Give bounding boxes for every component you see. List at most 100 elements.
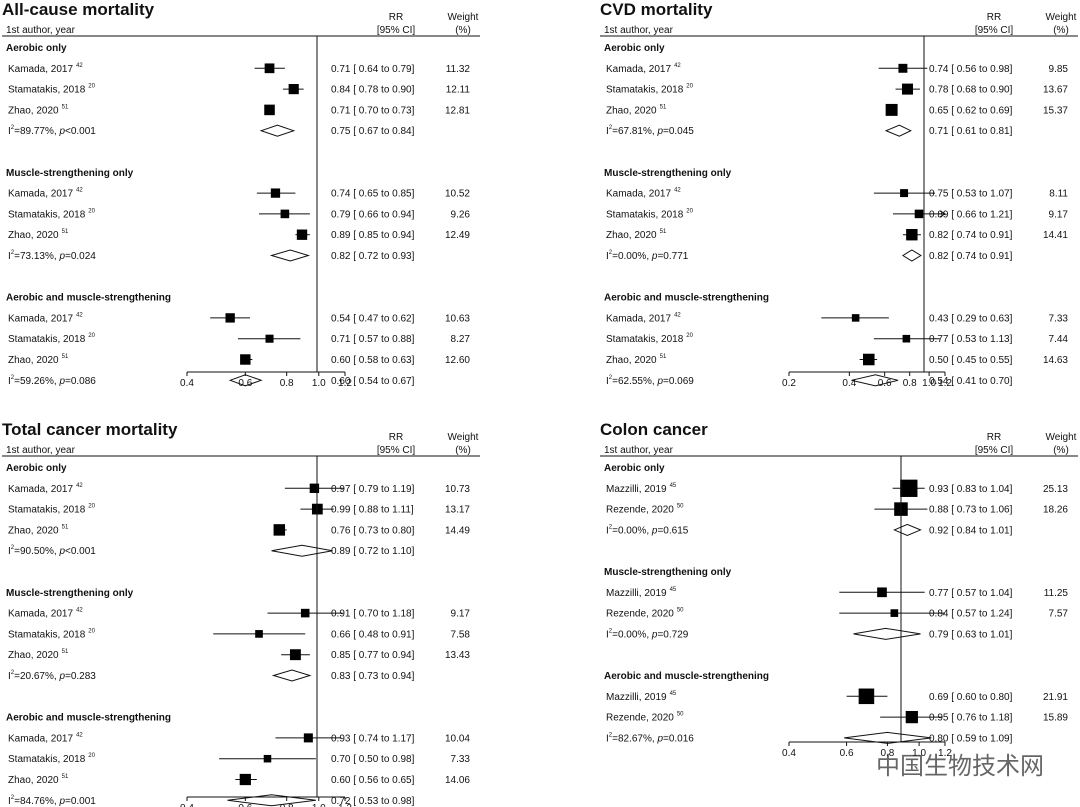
column-header-rr: RR — [389, 432, 403, 443]
summary-estimate-text: 0.79 [ 0.63 to 1.01] — [929, 629, 1013, 640]
heterogeneity-text: I2=90.50%, p<0.001 — [8, 545, 96, 557]
study-marker — [877, 587, 887, 598]
heterogeneity-p-letter: p — [651, 251, 658, 262]
heterogeneity-sup: 2 — [609, 125, 613, 131]
estimate-text: 0.97 [ 0.79 to 1.19] — [331, 484, 415, 495]
weight-text: 15.37 — [1043, 105, 1068, 116]
heterogeneity-text: I2=73.13%, p=0.024 — [8, 250, 96, 262]
weight-text: 13.67 — [1043, 85, 1068, 96]
study-marker — [280, 209, 290, 219]
study-marker — [858, 688, 875, 705]
heterogeneity-text: I2=0.00%, p=0.615 — [606, 524, 689, 536]
estimate-text: 0.77 [ 0.53 to 1.13] — [929, 334, 1013, 345]
estimate-text: 0.89 [ 0.66 to 1.21] — [929, 209, 1013, 220]
estimate-text: 0.65 [ 0.62 to 0.69] — [929, 105, 1013, 116]
column-header-ci: [95% CI] — [377, 25, 416, 36]
heterogeneity-sup: 2 — [609, 524, 613, 530]
heterogeneity-value: =0.00%, — [612, 525, 652, 536]
study-label: Kamada, 2017 42 — [8, 188, 83, 200]
x-tick-label: 0.6 — [840, 748, 854, 759]
weight-text: 18.26 — [1043, 505, 1068, 516]
heterogeneity-p: =0.283 — [65, 671, 96, 682]
heterogeneity-p: =0.729 — [657, 629, 688, 640]
study-reference: 42 — [674, 63, 681, 69]
heterogeneity-text: I2=59.26%, p=0.086 — [8, 375, 96, 387]
study-label: Stamatakis, 2018 20 — [8, 628, 96, 640]
heterogeneity-p: <0.001 — [65, 546, 96, 557]
study-label: Rezende, 2020 50 — [606, 608, 684, 620]
study-label: Stamatakis, 2018 20 — [8, 208, 96, 220]
summary-diamond — [271, 669, 312, 682]
group-label: Muscle-strengthening only — [6, 168, 134, 179]
heterogeneity-value: =90.50%, — [14, 546, 59, 557]
x-tick-label: 1.0 — [312, 803, 326, 807]
heterogeneity-text: I2=84.76%, p=0.001 — [8, 795, 96, 807]
column-header-weight-unit: (%) — [455, 25, 471, 36]
study-reference: 50 — [677, 712, 684, 718]
estimate-text: 0.77 [ 0.57 to 1.04] — [929, 588, 1013, 599]
study-marker — [309, 483, 320, 494]
heterogeneity-p: <0.001 — [65, 126, 96, 137]
study-marker — [898, 63, 908, 73]
column-header-weight: Weight — [448, 432, 479, 443]
weight-text: 9.17 — [1049, 209, 1069, 220]
weight-text: 7.33 — [451, 754, 471, 765]
study-marker — [225, 313, 235, 323]
x-tick-label: 0.2 — [782, 378, 796, 389]
study-marker — [263, 754, 272, 763]
summary-estimate-text: 0.54 [ 0.41 to 0.70] — [929, 376, 1013, 387]
weight-text: 14.49 — [445, 525, 470, 536]
weight-text: 10.52 — [445, 189, 470, 200]
estimate-text: 0.74 [ 0.65 to 0.85] — [331, 189, 415, 200]
weight-text: 10.04 — [445, 733, 470, 744]
study-marker — [905, 710, 918, 724]
weight-text: 14.41 — [1043, 230, 1068, 241]
study-label: Stamatakis, 2018 20 — [8, 333, 96, 345]
heterogeneity-sup: 2 — [11, 250, 15, 256]
study-reference: 45 — [670, 483, 677, 489]
heterogeneity-p-letter: p — [58, 251, 65, 262]
summary-estimate-text: 0.89 [ 0.72 to 1.10] — [331, 546, 415, 557]
study-marker — [851, 314, 860, 322]
study-reference: 20 — [88, 628, 95, 634]
study-marker — [255, 630, 263, 638]
study-label: Stamatakis, 2018 20 — [606, 84, 694, 96]
study-reference: 51 — [62, 354, 69, 360]
estimate-text: 0.88 [ 0.73 to 1.06] — [929, 505, 1013, 516]
study-label: Mazzilli, 2019 45 — [606, 483, 677, 495]
forest-panel: CVD mortality 1st author, year RR [95% CI] W… — [600, 0, 1078, 389]
study-label: Mazzilli, 2019 45 — [606, 691, 677, 703]
heterogeneity-p: =0.086 — [65, 376, 96, 387]
x-tick-label: 0.4 — [782, 748, 796, 759]
x-tick-label: 0.4 — [180, 378, 194, 389]
summary-estimate-text: 0.75 [ 0.67 to 0.84] — [331, 126, 415, 137]
summary-estimate-text: 0.80 [ 0.59 to 1.09] — [929, 733, 1013, 744]
estimate-text: 0.84 [ 0.78 to 0.90] — [331, 85, 415, 96]
heterogeneity-text: I2=0.00%, p=0.771 — [606, 250, 689, 262]
study-marker — [885, 103, 898, 116]
weight-text: 9.17 — [451, 609, 471, 620]
column-header-rr: RR — [987, 12, 1001, 23]
study-label: Zhao, 2020 51 — [8, 774, 69, 786]
study-reference: 51 — [62, 229, 69, 235]
study-label: Kamada, 2017 42 — [606, 63, 681, 75]
study-label: Kamada, 2017 42 — [8, 312, 83, 324]
study-reference: 20 — [88, 84, 95, 90]
column-header-weight: Weight — [1046, 432, 1077, 443]
study-reference: 42 — [76, 483, 83, 489]
heterogeneity-value: =62.55%, — [612, 376, 657, 387]
weight-text: 15.89 — [1043, 713, 1068, 724]
study-reference: 51 — [62, 104, 69, 110]
heterogeneity-value: =20.67%, — [14, 671, 59, 682]
heterogeneity-sup: 2 — [11, 375, 15, 381]
heterogeneity-value: =89.77%, — [14, 126, 59, 137]
summary-diamond — [851, 374, 899, 387]
heterogeneity-p-letter: p — [58, 796, 65, 807]
forest-panel: Total cancer mortality 1st author, year RR… — [2, 420, 480, 807]
study-label: Zhao, 2020 51 — [606, 229, 667, 241]
weight-text: 7.33 — [1049, 313, 1069, 324]
group-label: Aerobic and muscle-strengthening — [604, 293, 769, 304]
group-label: Aerobic only — [604, 43, 665, 54]
heterogeneity-sup: 2 — [609, 250, 613, 256]
study-label: Zhao, 2020 51 — [8, 229, 69, 241]
